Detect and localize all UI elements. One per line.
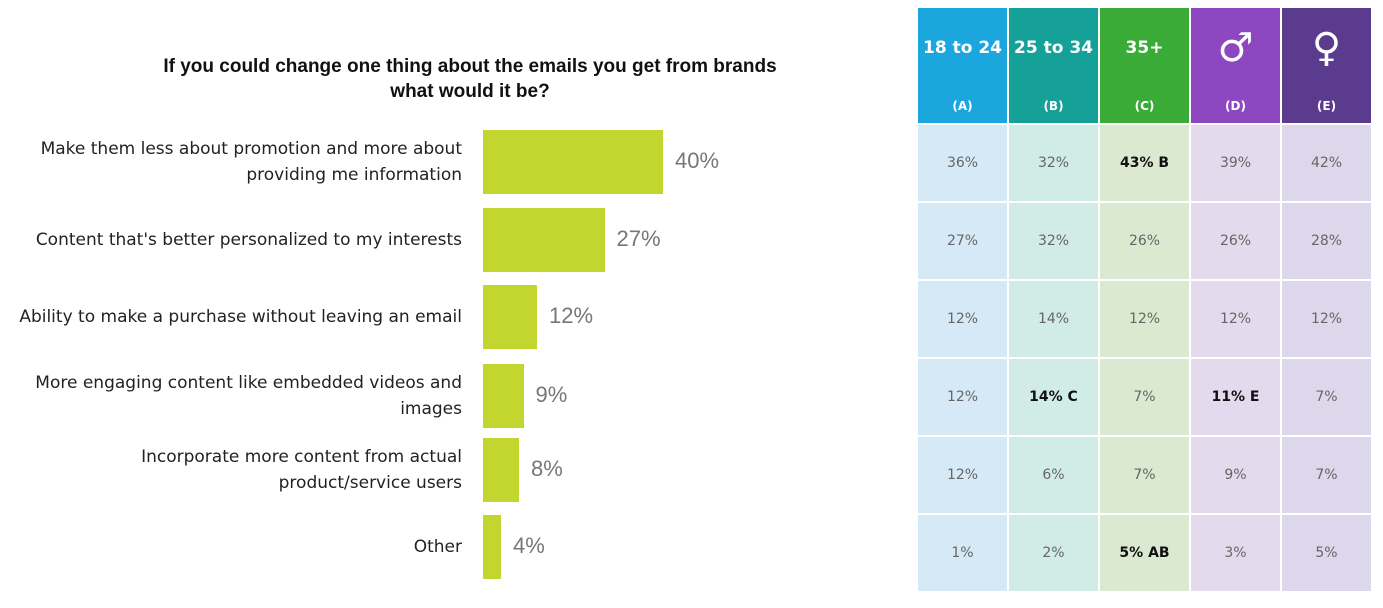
value-label: 40% [675, 148, 720, 173]
table-cell: 6% [1009, 437, 1100, 515]
value-label: 4% [513, 533, 545, 558]
category-label: More engaging content like embedded vide… [35, 373, 462, 419]
category-label: Incorporate more content from actual pro… [141, 447, 462, 493]
table-cell: 14% [1009, 281, 1100, 359]
table-cell: 5% AB [1100, 515, 1191, 593]
column-header: 25 to 34 [1009, 8, 1100, 88]
table-cell: 42% [1282, 125, 1373, 203]
table-cell: 26% [1191, 203, 1282, 281]
table-cell: 5% [1282, 515, 1373, 593]
table-cell: 12% [1191, 281, 1282, 359]
table-cell: 12% [918, 359, 1009, 437]
table-cell: 43% B [1100, 125, 1191, 203]
value-label: 8% [531, 456, 563, 481]
column-code: (D) [1191, 88, 1282, 125]
category-label: Other [413, 537, 462, 557]
value-label: 27% [616, 226, 661, 251]
table-cell: 7% [1282, 359, 1373, 437]
table-cell: 11% E [1191, 359, 1282, 437]
table-cell: 12% [1100, 281, 1191, 359]
bar [483, 515, 501, 579]
column-code: (A) [918, 88, 1009, 125]
category-label: Ability to make a purchase without leavi… [19, 307, 462, 327]
bar [483, 285, 537, 349]
table-cell: 27% [918, 203, 1009, 281]
table-cell: 32% [1009, 125, 1100, 203]
column-header: ♀ [1282, 8, 1373, 88]
value-label: 12% [549, 303, 594, 328]
table-cell: 9% [1191, 437, 1282, 515]
table-cell: 28% [1282, 203, 1373, 281]
table-cell: 26% [1100, 203, 1191, 281]
table-cell: 3% [1191, 515, 1282, 593]
column-code: (B) [1009, 88, 1100, 125]
chart-title: If you could change one thing about the … [163, 56, 777, 102]
column-code: (E) [1282, 88, 1373, 125]
value-label: 9% [535, 382, 568, 407]
column-header: ♂ [1191, 8, 1282, 88]
table-cell: 1% [918, 515, 1009, 593]
bar [483, 130, 663, 194]
category-label: Make them less about promotion and more … [40, 139, 462, 185]
table-cell: 36% [918, 125, 1009, 203]
bar [483, 208, 605, 272]
column-code: (C) [1100, 88, 1191, 125]
bar [483, 438, 519, 502]
table-cell: 7% [1100, 437, 1191, 515]
table-cell: 7% [1100, 359, 1191, 437]
table-cell: 14% C [1009, 359, 1100, 437]
table-cell: 12% [1282, 281, 1373, 359]
category-label: Content that's better personalized to my… [35, 230, 462, 250]
table-cell: 2% [1009, 515, 1100, 593]
table-cell: 7% [1282, 437, 1373, 515]
bar [483, 364, 524, 428]
table-cell: 12% [918, 281, 1009, 359]
table-cell: 12% [918, 437, 1009, 515]
column-header: 18 to 24 [918, 8, 1009, 88]
table-cell: 39% [1191, 125, 1282, 203]
column-header: 35+ [1100, 8, 1191, 88]
table-cell: 32% [1009, 203, 1100, 281]
